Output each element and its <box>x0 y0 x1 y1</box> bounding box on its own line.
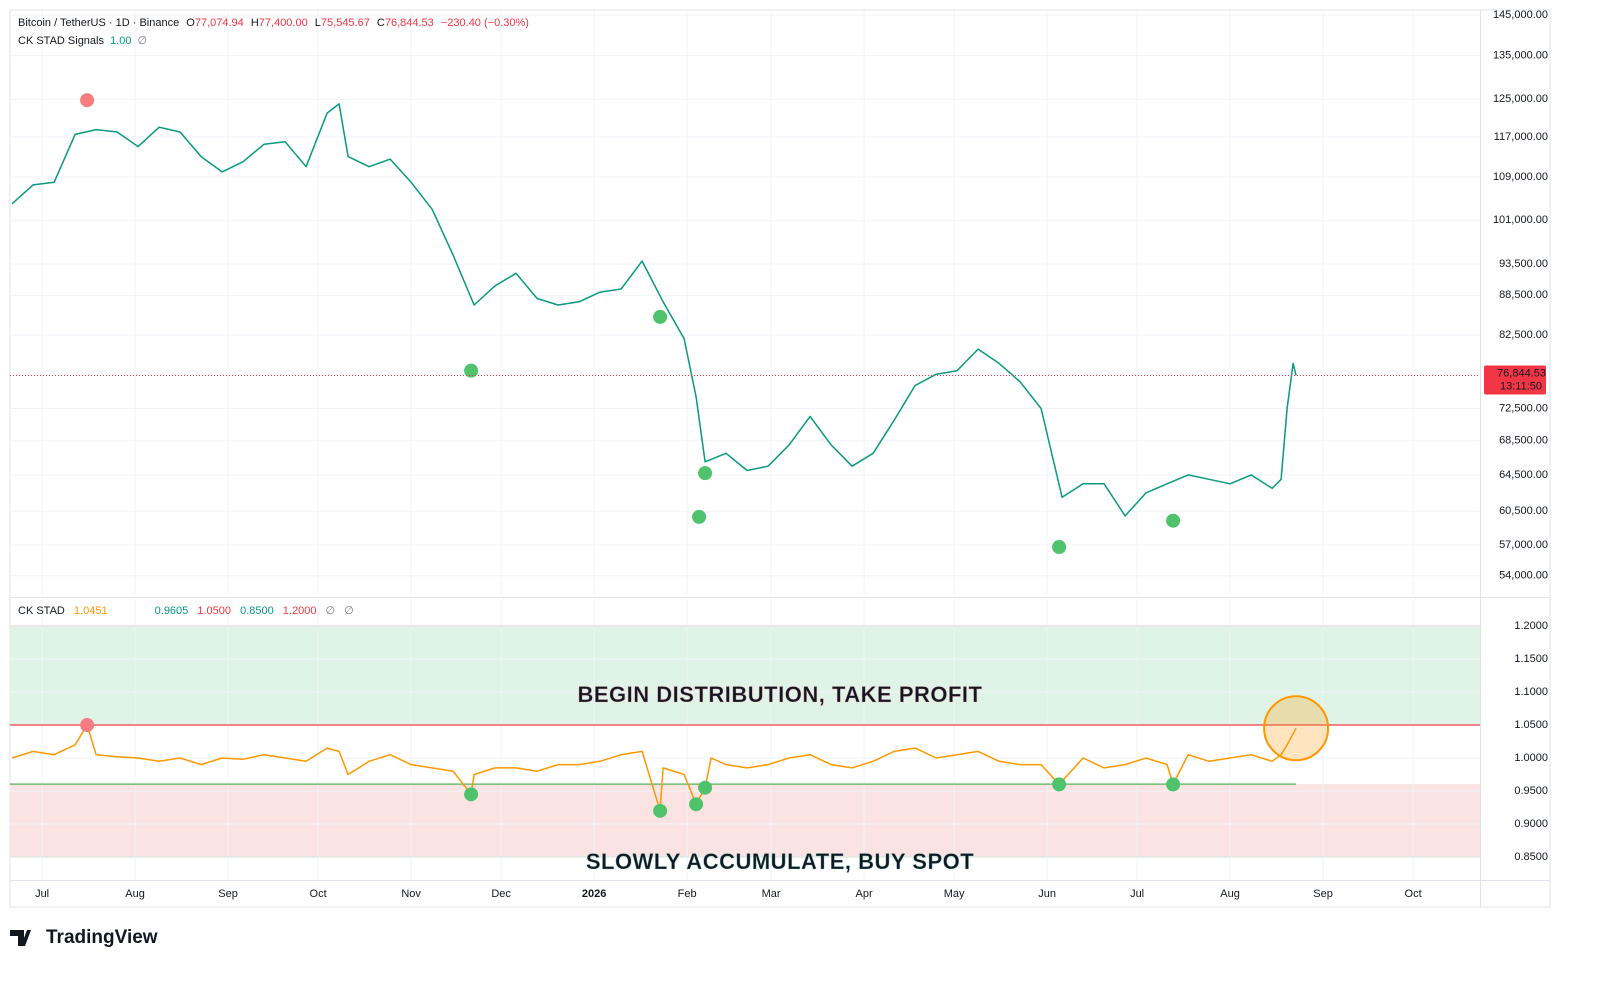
hide-icon[interactable]: ∅ <box>344 605 354 617</box>
x-tick-label: Oct <box>310 888 327 900</box>
zone-text: BEGIN DISTRIBUTION, TAKE PROFIT <box>578 682 983 707</box>
signal-dot <box>692 509 707 524</box>
highlight <box>1263 695 1330 762</box>
level-value: 0.8500 <box>240 605 274 617</box>
y-tick-label: 0.8500 <box>1514 851 1548 863</box>
x-tick-label: Jul <box>1130 888 1144 900</box>
series-line <box>11 103 1297 517</box>
change: −230.40 (−0.30%) <box>441 17 529 29</box>
x-tick-label: Aug <box>1220 888 1240 900</box>
x-tick-label: May <box>944 888 965 900</box>
indicator-legend: CK STAD Signals 1.00 ∅ <box>18 35 147 47</box>
y-tick-label: 101,000.00 <box>1493 214 1548 226</box>
y-tick-label: 64,500.00 <box>1499 469 1548 481</box>
hide-icon[interactable]: ∅ <box>326 605 336 617</box>
signal-dot <box>1052 540 1067 555</box>
ohlc-key: H <box>251 17 259 29</box>
y-tick-label: 1.1500 <box>1514 653 1548 665</box>
ohlc-value: 77,074.94 <box>195 17 244 29</box>
indicator-value: 1.00 <box>110 35 131 47</box>
ohlc-value: 77,400.00 <box>259 17 308 29</box>
signal-dot <box>80 718 95 733</box>
y-tick-label: 1.1000 <box>1514 686 1548 698</box>
level-value: 1.2000 <box>283 605 317 617</box>
signal-dot <box>698 466 713 481</box>
y-tick-label: 82,500.00 <box>1499 329 1548 341</box>
signal-dot <box>653 309 668 324</box>
x-tick-label: Aug <box>125 888 145 900</box>
brand: TradingView <box>46 927 158 948</box>
hide-icon[interactable]: ∅ <box>138 35 148 47</box>
y-tick-label: 145,000.00 <box>1493 9 1548 21</box>
ohlc-value: 76,844.53 <box>385 17 434 29</box>
zone-text: SLOWLY ACCUMULATE, BUY SPOT <box>586 849 974 874</box>
x-tick-label: Nov <box>401 888 421 900</box>
y-tick-label: 93,500.00 <box>1499 258 1548 270</box>
x-tick-label: Oct <box>1405 888 1422 900</box>
countdown: 13:11:50 <box>1500 380 1542 392</box>
symbol: Bitcoin / TetherUS · 1D · Binance <box>18 17 179 29</box>
ohlc-key: L <box>315 17 321 29</box>
logo: TradingView <box>10 927 158 948</box>
y-tick-label: 72,500.00 <box>1499 402 1548 414</box>
last-price-label: 76,844.53 <box>1497 367 1546 379</box>
x-tick-label: Sep <box>1313 888 1333 900</box>
plot-area <box>9 9 1551 908</box>
signal-dot <box>1052 777 1067 792</box>
signal-dot <box>653 803 668 818</box>
oscillator-value: 1.0451 <box>74 605 108 617</box>
marks <box>10 93 1480 858</box>
series-line <box>11 724 1297 812</box>
overlay: Bitcoin / TetherUS · 1D · Binance O77,07… <box>10 9 1548 948</box>
background <box>9 9 1551 908</box>
y-tick-label: 125,000.00 <box>1493 93 1548 105</box>
indicator-name: CK STAD Signals <box>18 35 104 47</box>
last-price-badge <box>1484 365 1546 395</box>
ohlc-value: 75,545.67 <box>321 17 370 29</box>
y-tick-label: 0.9000 <box>1514 818 1548 830</box>
ohlc-key: C <box>377 17 385 29</box>
oscillator-legend: CK STAD 1.0451 0.9605 1.0500 0.8500 1.20… <box>18 605 354 617</box>
y-tick-label: 1.2000 <box>1514 620 1548 632</box>
zone <box>10 626 1480 726</box>
header: Bitcoin / TetherUS · 1D · Binance O77,07… <box>18 17 529 29</box>
x-tick-label: Jul <box>35 888 49 900</box>
y-tick-label: 68,500.00 <box>1499 435 1548 447</box>
signal-dot <box>464 787 479 802</box>
signal-dot <box>1166 513 1181 528</box>
oscillator-name: CK STAD <box>18 605 65 617</box>
level-value: 1.0500 <box>197 605 231 617</box>
x-tick-label: Dec <box>491 888 511 900</box>
y-tick-label: 117,000.00 <box>1494 131 1548 143</box>
y-tick-label: 57,000.00 <box>1499 539 1548 551</box>
signal-dot <box>698 780 713 795</box>
x-tick-label: Apr <box>856 888 873 900</box>
x-tick-label: Sep <box>218 888 238 900</box>
x-tick-label: 2026 <box>582 888 606 900</box>
signal-dot <box>1166 777 1181 792</box>
y-tick-label: 135,000.00 <box>1493 50 1548 62</box>
y-tick-label: 1.0500 <box>1514 719 1548 731</box>
y-tick-label: 109,000.00 <box>1493 171 1548 183</box>
y-tick-label: 60,500.00 <box>1499 505 1548 517</box>
y-tick-label: 0.9500 <box>1514 785 1548 797</box>
y-tick-label: 54,000.00 <box>1499 570 1548 582</box>
y-tick-label: 88,500.00 <box>1499 289 1548 301</box>
x-tick-label: Mar <box>762 888 781 900</box>
logo-mark <box>10 930 31 946</box>
zone <box>10 784 1480 858</box>
y-tick-label: 1.0000 <box>1514 752 1548 764</box>
signal-dot <box>689 797 704 812</box>
ohlc-key: O <box>186 17 195 29</box>
signal-dot <box>80 93 95 108</box>
signal-dot <box>464 363 479 378</box>
x-tick-label: Feb <box>678 888 697 900</box>
x-tick-label: Jun <box>1038 888 1056 900</box>
level-value: 0.9605 <box>155 605 189 617</box>
